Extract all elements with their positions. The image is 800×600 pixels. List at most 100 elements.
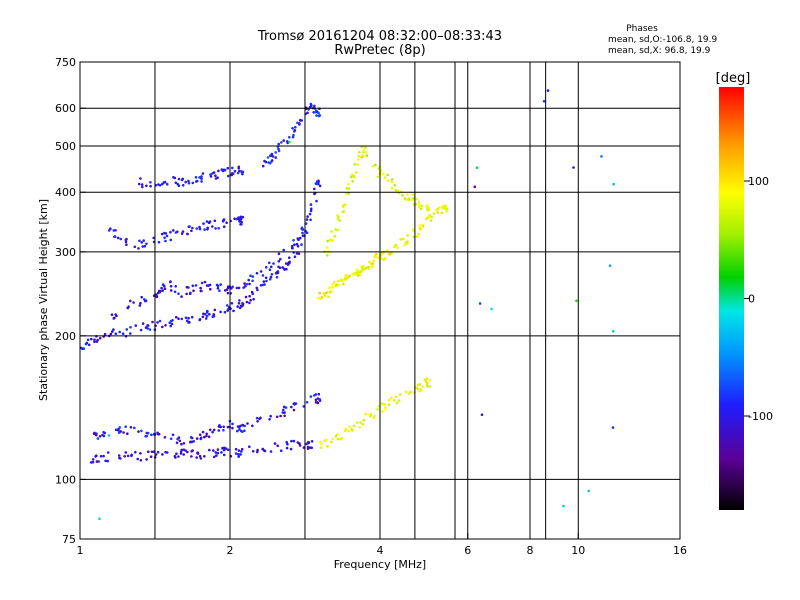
colorbar-label: [deg] <box>716 71 751 86</box>
data-point <box>342 282 345 286</box>
y-tick-label-5: 500 <box>55 140 76 153</box>
data-point <box>372 259 375 262</box>
data-point <box>314 401 318 404</box>
data-point <box>290 439 293 443</box>
data-point <box>223 310 227 314</box>
data-point <box>255 416 259 420</box>
data-point <box>215 454 218 457</box>
data-point <box>394 395 398 399</box>
data-point <box>331 238 334 242</box>
data-point <box>133 426 136 430</box>
data-point <box>203 435 206 439</box>
data-point <box>248 294 251 298</box>
data-point <box>280 141 283 144</box>
data-point <box>307 108 310 111</box>
data-point <box>238 169 241 173</box>
data-point <box>170 322 174 326</box>
data-point <box>309 207 313 211</box>
data-point <box>171 433 175 437</box>
series-o-top-layer <box>137 165 245 189</box>
data-point <box>436 211 440 214</box>
data-point <box>191 449 194 452</box>
data-point <box>212 313 216 316</box>
data-point <box>141 245 144 248</box>
data-point <box>111 330 114 333</box>
data-point <box>174 456 177 459</box>
x-tick-label-0: 1 <box>77 544 84 557</box>
data-point <box>351 272 355 276</box>
data-point <box>187 179 190 183</box>
data-point <box>367 265 370 269</box>
data-point <box>202 222 205 225</box>
data-point <box>324 291 328 295</box>
data-point <box>310 440 314 443</box>
data-point <box>283 411 286 414</box>
data-point <box>201 315 205 319</box>
data-point <box>309 218 312 222</box>
data-point <box>174 231 178 234</box>
data-point <box>93 338 96 342</box>
data-point <box>237 167 240 170</box>
data-point <box>411 193 415 196</box>
data-point <box>306 215 309 218</box>
data-point <box>180 232 184 235</box>
data-point <box>352 424 356 428</box>
data-point <box>96 437 100 440</box>
data-point <box>177 436 181 439</box>
data-point <box>243 282 246 285</box>
data-point <box>416 387 420 391</box>
data-point <box>184 316 188 320</box>
data-point <box>236 305 239 308</box>
data-point <box>98 517 101 520</box>
data-point <box>249 298 252 302</box>
data-point <box>350 175 353 179</box>
data-point <box>278 266 282 270</box>
data-point <box>418 224 421 227</box>
data-point <box>231 422 234 426</box>
data-point <box>205 311 209 314</box>
data-point <box>190 229 193 233</box>
data-point <box>335 283 338 287</box>
data-point <box>236 429 239 433</box>
data-point <box>386 179 390 183</box>
data-point <box>137 182 141 186</box>
data-point <box>362 268 366 271</box>
data-point <box>245 300 249 304</box>
data-point <box>416 235 419 238</box>
data-point <box>255 450 259 454</box>
data-point <box>490 307 493 311</box>
data-point <box>225 304 229 307</box>
data-point <box>255 286 259 290</box>
data-point <box>221 219 225 223</box>
data-point <box>209 173 212 176</box>
data-point <box>298 442 301 445</box>
data-point <box>403 243 407 247</box>
data-point <box>384 408 387 411</box>
colorbar-ticks: 100 0 -100 <box>744 175 773 423</box>
data-point <box>290 405 293 409</box>
data-point <box>480 413 484 417</box>
y-tick-label-7: 750 <box>55 56 76 69</box>
data-point <box>297 238 300 241</box>
data-point <box>137 430 140 433</box>
data-point <box>174 315 178 319</box>
data-point <box>368 413 372 417</box>
data-point <box>231 426 234 430</box>
data-point <box>315 182 319 186</box>
data-point <box>270 265 273 269</box>
series-sparse <box>98 89 615 520</box>
data-point <box>251 450 255 453</box>
data-point <box>139 452 142 455</box>
data-point <box>241 301 244 305</box>
data-point <box>146 431 150 435</box>
series-o-high-layer <box>107 215 245 250</box>
data-point <box>212 449 215 452</box>
data-point <box>326 254 329 257</box>
data-point <box>268 278 272 281</box>
data-point <box>390 396 393 400</box>
data-point <box>102 454 105 458</box>
data-point <box>473 185 477 189</box>
data-point <box>199 289 203 293</box>
data-point <box>200 175 203 178</box>
data-point <box>397 399 401 402</box>
